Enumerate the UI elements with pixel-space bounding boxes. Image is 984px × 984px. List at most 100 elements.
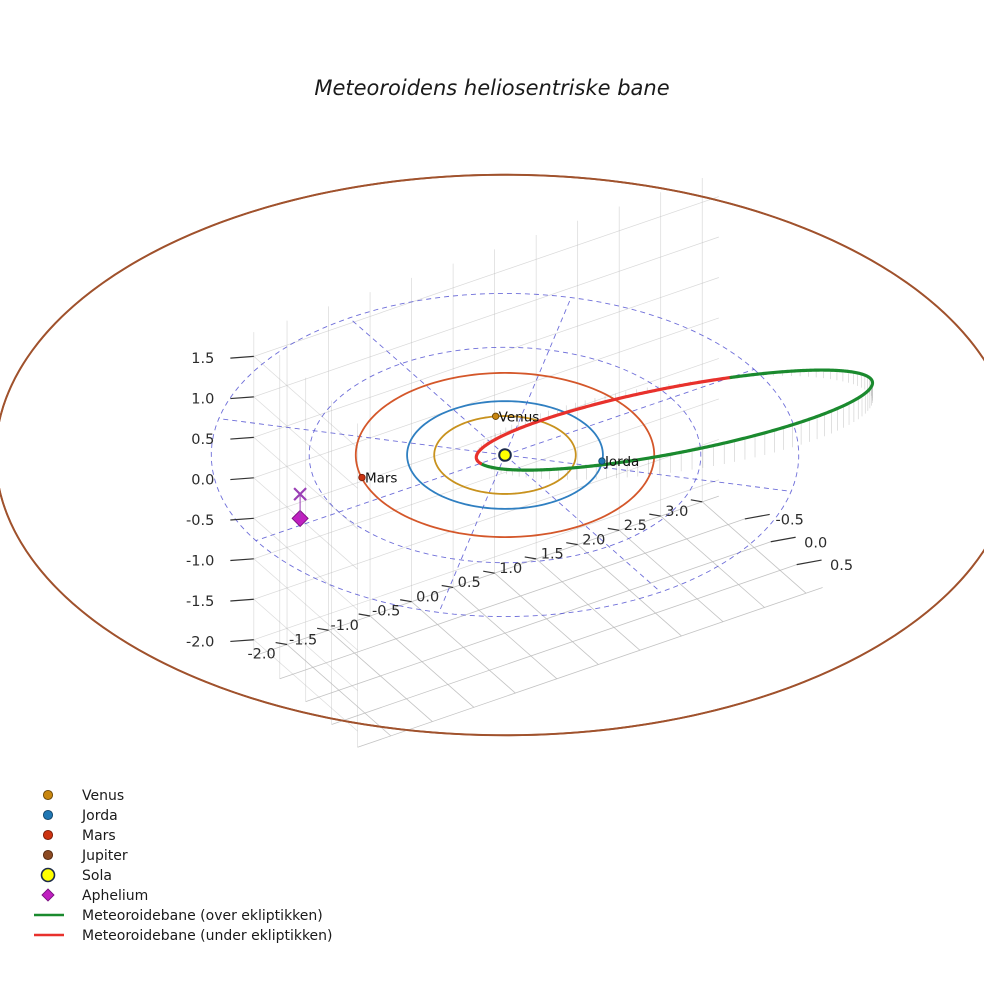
polar-grid-spoke — [349, 317, 506, 456]
axis-ticks: -2.0-1.5-1.0-0.50.00.51.01.52.02.53.0-0.… — [186, 351, 853, 662]
z-axis-tick-label: -1.0 — [186, 553, 214, 569]
x-axis-tick-label: 2.0 — [582, 532, 605, 548]
grid-line — [253, 317, 719, 479]
polar-grid-spoke — [438, 454, 506, 613]
tick-mark — [230, 477, 254, 481]
legend-label: Jorda — [81, 808, 118, 824]
orbit-jorda — [406, 400, 604, 510]
legend-item[interactable]: Meteoroidebane (under ekliptikken) — [34, 928, 333, 944]
grid-line — [357, 587, 823, 748]
z-axis-tick-label: 1.0 — [191, 392, 214, 408]
legend-label: Aphelium — [82, 888, 148, 904]
legend-item[interactable]: Jorda — [42, 808, 118, 824]
legend-item[interactable]: Mars — [42, 828, 116, 844]
axes-grid-panes — [253, 177, 823, 748]
tick-mark — [230, 598, 254, 602]
legend-circle-marker — [42, 849, 54, 861]
legend-item[interactable]: Aphelium — [41, 888, 148, 904]
tick-mark — [230, 396, 254, 400]
z-axis-tick-label: 1.5 — [191, 351, 214, 367]
x-axis-tick-label: -2.0 — [247, 647, 275, 663]
legend-item[interactable]: Jupiter — [42, 848, 128, 864]
meteoroid-orbit — [474, 368, 875, 480]
annotation-venus: Venus — [499, 409, 540, 425]
legend-item[interactable]: Sola — [40, 867, 112, 884]
grid-line — [253, 356, 358, 449]
x-axis-tick-label: -0.5 — [372, 604, 400, 620]
x-axis-tick-label: 1.5 — [541, 547, 564, 563]
tick-mark — [275, 641, 288, 646]
legend-item[interactable]: Venus — [42, 788, 124, 804]
legend-label: Meteoroidebane (over ekliptikken) — [82, 908, 323, 924]
y-axis-tick-label: 0.0 — [804, 535, 827, 551]
polar-grid-spoke — [218, 418, 506, 456]
x-axis-tick-label: 2.5 — [624, 518, 647, 534]
tick-mark — [358, 613, 371, 617]
legend-circle-marker — [42, 789, 54, 801]
tick-mark — [744, 513, 770, 520]
grid-line — [253, 479, 719, 641]
legend-circle-marker — [40, 867, 56, 883]
grid-line — [331, 564, 797, 725]
orbit-mars — [354, 372, 656, 538]
tick-mark — [230, 436, 254, 440]
grid-line — [253, 439, 719, 600]
z-axis-tick-label: -1.5 — [186, 594, 214, 610]
orbit-jupiter — [0, 173, 984, 737]
grid-line — [253, 396, 358, 489]
body-annotations: Jorda Venus Mars — [365, 409, 639, 486]
marker-venus — [491, 412, 500, 420]
polar-grid-circle — [210, 292, 800, 618]
legend-label: Mars — [82, 828, 116, 844]
legend-label: Sola — [82, 868, 112, 884]
aphelion-cross-icon — [293, 487, 307, 501]
tick-mark — [607, 527, 620, 531]
polar-grid-spoke — [504, 368, 755, 456]
grid-line — [305, 541, 771, 702]
x-axis-tick-label: -1.5 — [289, 632, 317, 648]
annotation-mars: Mars — [365, 470, 398, 486]
grid-line — [253, 558, 358, 651]
legend-item[interactable]: Meteoroidebane (over ekliptikken) — [34, 908, 323, 924]
marker-mars — [358, 473, 366, 482]
polar-grid-spoke — [504, 454, 661, 593]
legend-label: Jupiter — [81, 848, 128, 864]
meteoroid-path-below-ecliptic — [474, 375, 733, 463]
tick-mark — [400, 599, 412, 603]
polar-grid-spoke — [255, 454, 506, 542]
meteoroid-path-below-ecliptic — [475, 458, 483, 465]
planet-orbits — [0, 173, 984, 737]
tick-mark — [230, 639, 254, 643]
tick-mark — [524, 556, 537, 560]
tick-mark — [230, 558, 254, 562]
legend-label: Meteoroidebane (under ekliptikken) — [82, 928, 333, 944]
y-axis-tick-label: 0.5 — [830, 558, 853, 574]
grid-line — [253, 599, 358, 691]
tick-mark — [230, 517, 254, 521]
grid-line — [253, 277, 719, 438]
x-axis-tick-label: 0.0 — [416, 589, 439, 605]
tick-mark — [649, 513, 661, 517]
z-axis-tick-label: 0.5 — [191, 432, 214, 448]
x-axis-tick-label: 3.0 — [665, 504, 688, 520]
tick-mark — [566, 542, 578, 546]
legend-label: Venus — [82, 788, 124, 804]
meteoroid-path-above-ecliptic — [478, 368, 875, 472]
grid-line — [253, 518, 358, 610]
polar-grid-spoke — [504, 454, 792, 492]
x-axis-tick-label: -1.0 — [331, 618, 359, 634]
tick-mark — [483, 570, 495, 574]
tick-mark — [441, 584, 454, 589]
z-axis-tick-label: -2.0 — [186, 634, 214, 650]
tick-mark — [770, 536, 796, 543]
tick-mark — [317, 627, 329, 631]
grid-line — [253, 495, 719, 657]
body-markers — [291, 412, 606, 528]
marker-sola — [498, 448, 512, 462]
z-axis-tick-label: 0.0 — [191, 473, 214, 489]
grid-line — [253, 437, 358, 529]
grid-line — [279, 518, 745, 680]
legend: Venus Jorda Mars Jupiter Sola Aphelium Meteoro… — [34, 788, 333, 944]
